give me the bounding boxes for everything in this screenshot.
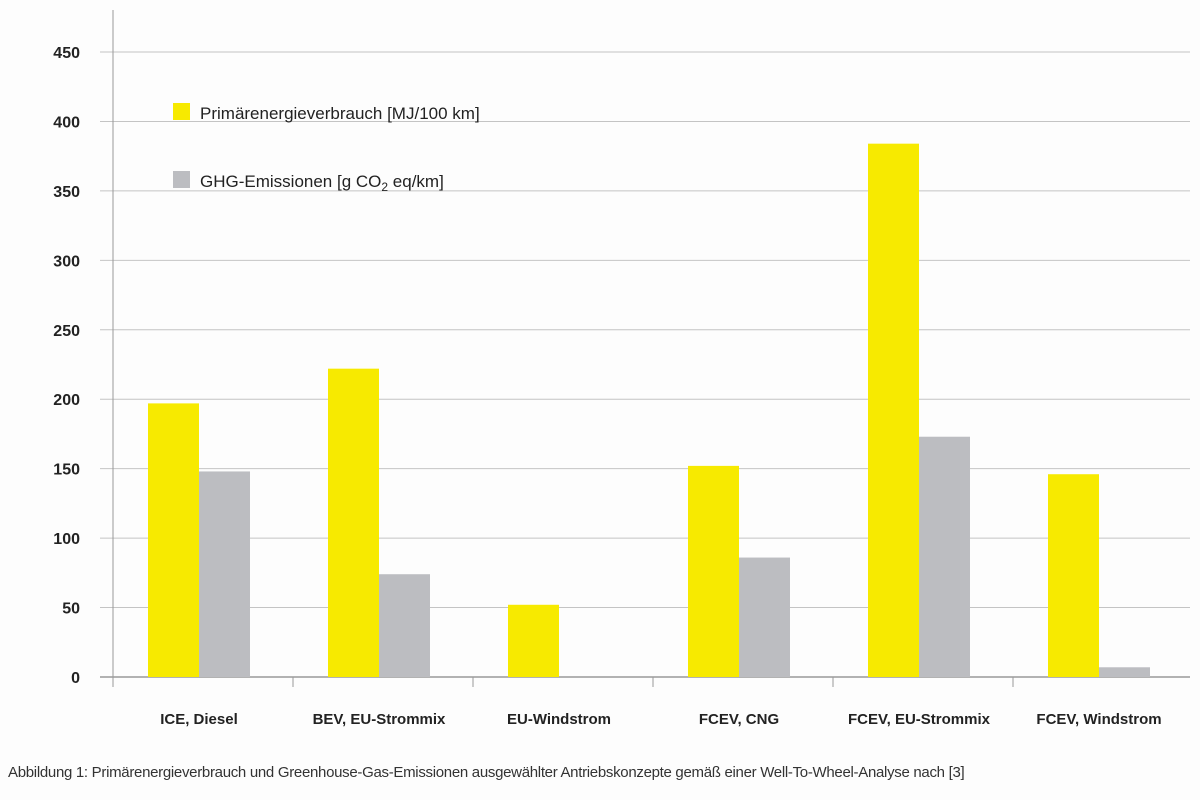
legend-swatch-energy [173, 103, 190, 120]
y-tick-label: 0 [71, 670, 80, 687]
category-label: EU-Windstrom [507, 711, 611, 728]
y-tick-label: 450 [53, 45, 80, 62]
bar-chart: 0 50 100 150 200 250 300 350 400 450 ICE, Diesel B… [53, 10, 1190, 728]
legend-swatch-ghg [173, 171, 190, 188]
x-axis-labels: ICE, Diesel BEV, EU-Strommix EU-Windstrom F… [160, 711, 1161, 728]
legend-label-energy: Primärenergieverbrauch [MJ/100 km] [200, 104, 480, 123]
bar-ghg [379, 574, 430, 677]
y-tick-label: 350 [53, 184, 80, 201]
figure-caption: Abbildung 1: Primärenergieverbrauch und … [8, 764, 965, 781]
category-label: FCEV, EU-Strommix [848, 711, 991, 728]
bars [148, 143, 1150, 677]
legend-label-ghg: GHG-Emissionen [g CO2 eq/km] [200, 172, 444, 194]
category-label: ICE, Diesel [160, 711, 238, 728]
bar-energy [508, 604, 559, 677]
y-axis-ticks: 0 50 100 150 200 250 300 350 400 450 [53, 45, 80, 687]
bar-energy [688, 465, 739, 677]
bar-energy [148, 403, 199, 677]
y-tick-label: 300 [53, 253, 80, 270]
bar-energy [1048, 474, 1099, 677]
bar-ghg [1099, 667, 1150, 677]
bar-ghg [739, 557, 790, 677]
bar-energy [868, 143, 919, 677]
category-label: FCEV, CNG [699, 711, 779, 728]
y-tick-label: 50 [62, 601, 80, 618]
bar-energy [328, 368, 379, 677]
y-tick-label: 250 [53, 323, 80, 340]
bar-ghg [199, 471, 250, 677]
category-label: BEV, EU-Strommix [313, 711, 446, 728]
y-tick-label: 150 [53, 462, 80, 479]
y-tick-label: 100 [53, 531, 80, 548]
y-tick-label: 200 [53, 392, 80, 409]
bar-ghg [919, 436, 970, 677]
gridlines [100, 10, 1190, 687]
y-tick-label: 400 [53, 114, 80, 131]
category-label: FCEV, Windstrom [1036, 711, 1161, 728]
legend: Primärenergieverbrauch [MJ/100 km] GHG-E… [173, 103, 480, 194]
